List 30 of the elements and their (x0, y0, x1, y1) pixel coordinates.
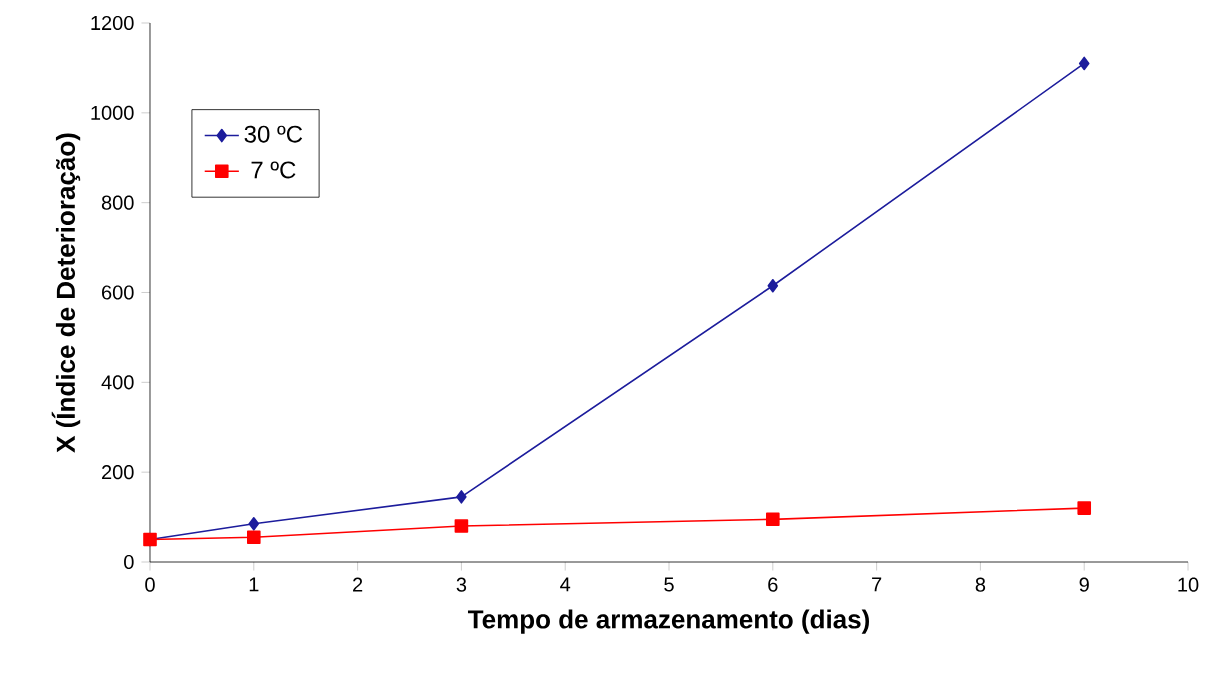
x-tick-label: 4 (560, 577, 571, 592)
point (247, 530, 261, 545)
x-tick-label: 10 (1178, 577, 1199, 592)
y-tick-label: 1200 (91, 15, 134, 31)
y-tick-label: 0 (124, 554, 134, 570)
point (766, 512, 780, 527)
point (1077, 501, 1092, 515)
y-axis-title: X (Índice de Deterioração) (51, 133, 81, 453)
x-tick-label: 6 (768, 577, 778, 592)
x-tick-label: 9 (1079, 577, 1089, 592)
y-tick-label: 200 (102, 465, 134, 480)
point (248, 517, 260, 531)
point (1078, 56, 1090, 71)
x-tick-label: 2 (353, 577, 363, 592)
point (456, 490, 467, 504)
point (454, 519, 469, 533)
y-tick-label: 800 (101, 195, 134, 210)
point (767, 278, 779, 293)
legend-label: 30 ºC (244, 125, 303, 143)
y-tick-label: 1000 (91, 105, 134, 120)
x-tick-label: 8 (975, 577, 986, 592)
x-tick-label: 7 (872, 577, 882, 592)
x-tick-label: 3 (456, 577, 467, 592)
x-tick-label: 0 (145, 577, 155, 592)
x-tick-label: 5 (664, 577, 674, 592)
x-tick-label: 1 (249, 577, 259, 592)
x-axis-title: Tempo de armazenamento (dias) (467, 609, 869, 634)
y-tick-label: 400 (101, 375, 134, 390)
y-tick-label: 600 (102, 285, 134, 300)
legend-label: 7 ºC (251, 161, 296, 179)
